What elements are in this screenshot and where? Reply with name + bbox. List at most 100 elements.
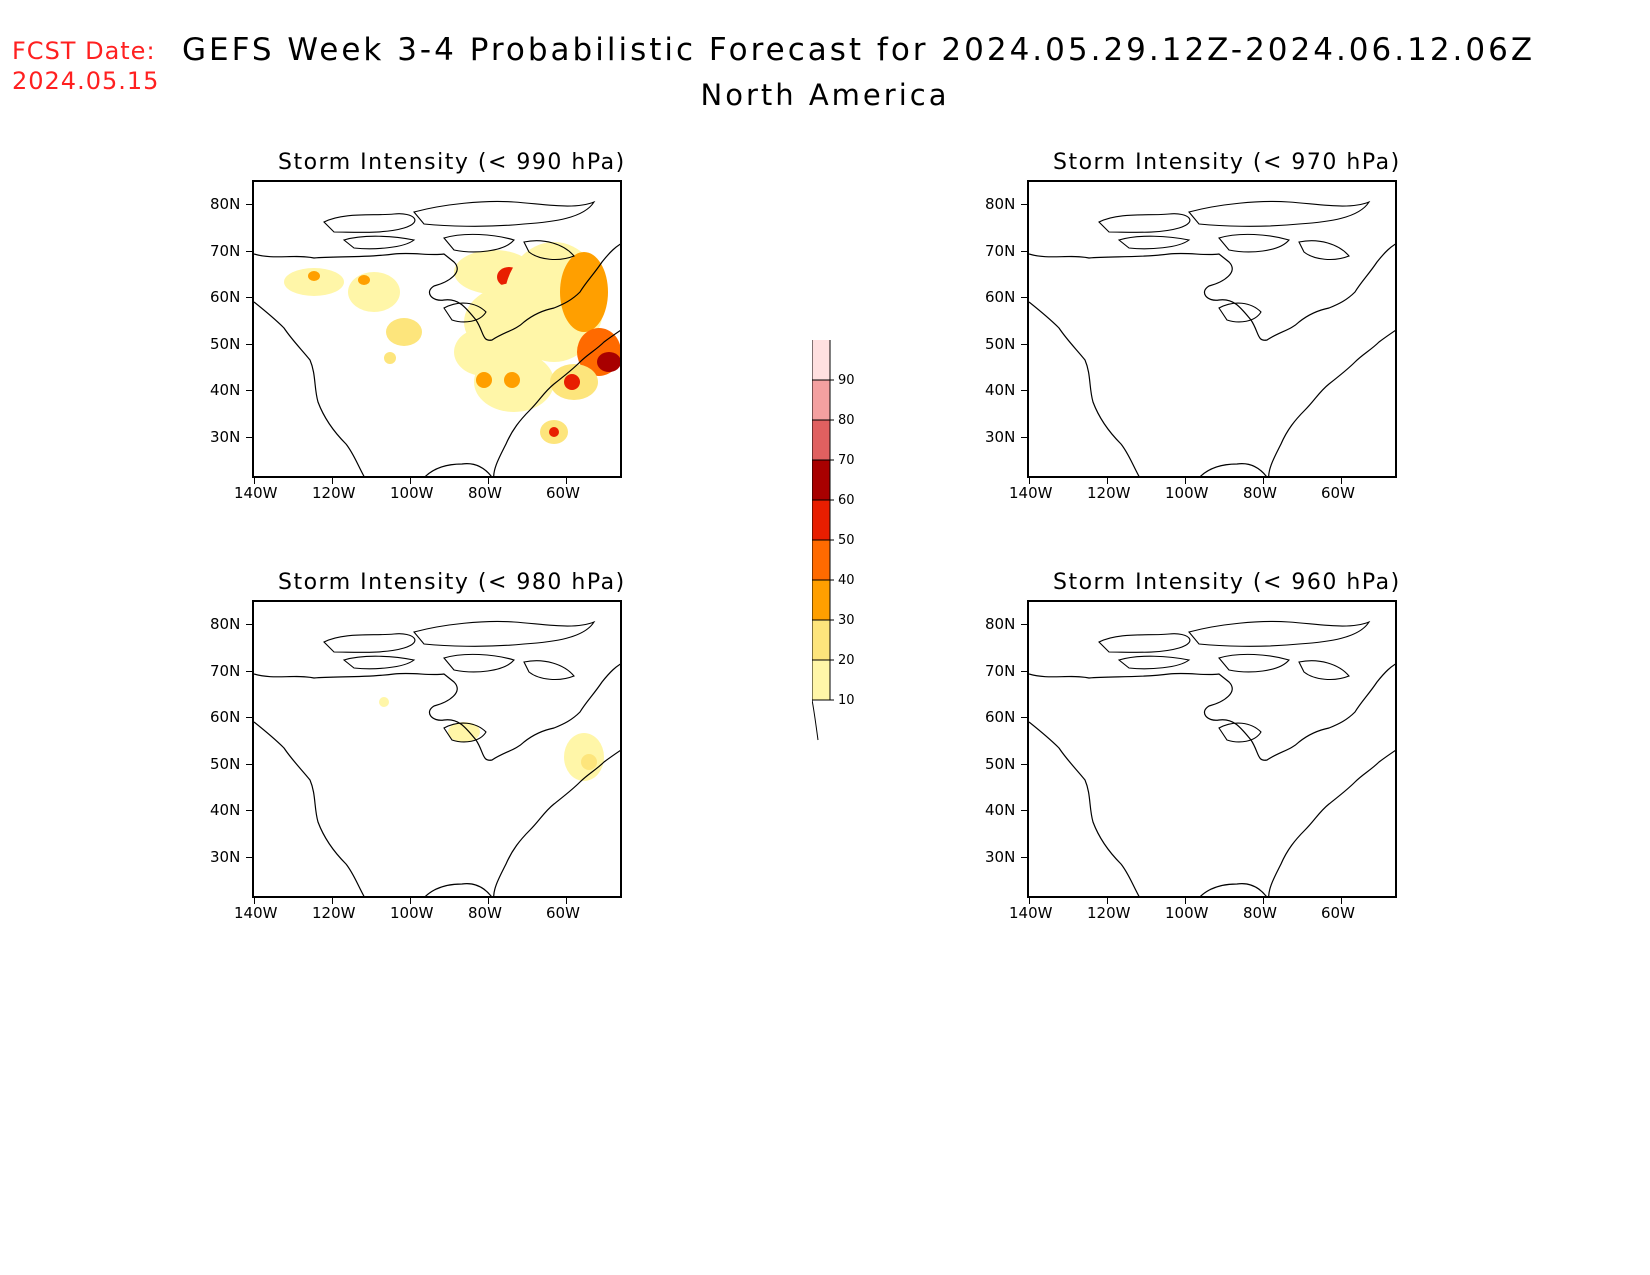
lat-tick-mark [1021, 297, 1027, 298]
colorbar-swatch [812, 500, 830, 540]
island-outline [413, 200, 596, 227]
colorbar-label: 90 [838, 373, 855, 388]
probability-shading [308, 271, 320, 281]
map-canvas [1029, 200, 1395, 476]
lon-tick-mark [1263, 478, 1264, 484]
island-outline [443, 722, 487, 743]
island-outline [523, 660, 575, 681]
island-outline [342, 235, 416, 250]
lat-tick-label: 60N [985, 708, 1016, 726]
lat-tick-label: 60N [210, 288, 241, 306]
colorbar-label: 40 [838, 573, 855, 588]
page-title: GEFS Week 3-4 Probabilistic Forecast for… [182, 32, 1536, 68]
map-frame [252, 180, 622, 478]
lat-tick-mark [1021, 624, 1027, 625]
lat-tick-mark [246, 390, 252, 391]
island-outline [1218, 722, 1262, 743]
lat-tick-mark [246, 250, 252, 252]
probability-shading [386, 318, 422, 346]
island-outline [443, 233, 515, 253]
lat-tick-mark [246, 297, 252, 298]
lat-tick-label: 50N [210, 334, 241, 353]
lat-tick-mark [246, 343, 252, 345]
lon-tick-mark [410, 898, 411, 904]
island-outline [342, 655, 416, 670]
lat-tick-label: 40N [210, 801, 241, 819]
lat-tick-label: 60N [985, 288, 1016, 306]
colorbar-label: 10 [838, 693, 855, 708]
colorbar-label: 80 [838, 413, 855, 428]
lon-tick-label: 120W [1087, 484, 1131, 502]
lon-tick-mark [1029, 898, 1030, 904]
island-outline [1117, 235, 1191, 250]
coastline [254, 663, 620, 896]
colorbar-label: 60 [838, 493, 855, 508]
lat-tick-label: 50N [985, 754, 1016, 773]
lat-tick-label: 70N [210, 241, 241, 260]
colorbar-swatch [812, 340, 830, 380]
probability-shading [448, 722, 480, 742]
island-outline [1298, 660, 1350, 681]
lat-tick-mark [1021, 856, 1027, 858]
island-outline [1218, 302, 1262, 323]
probability-shading [384, 352, 396, 364]
probability-shading [358, 275, 370, 285]
lon-tick-mark [1341, 898, 1342, 904]
island-outline [1188, 620, 1371, 647]
lon-tick-label: 120W [312, 904, 356, 922]
map-canvas [254, 200, 620, 476]
lat-tick-mark [1021, 763, 1027, 765]
lon-tick-label: 60W [1321, 484, 1355, 502]
panel-title: Storm Intensity (< 970 hPa) [1053, 150, 1401, 175]
probability-shading [379, 697, 389, 707]
lon-tick-label: 140W [234, 484, 278, 502]
forecast-date: FCST Date: 2024.05.15 [12, 36, 159, 96]
colorbar-label: 30 [838, 613, 855, 628]
lon-tick-mark [488, 478, 489, 484]
lon-tick-mark [254, 898, 255, 904]
lat-tick-label: 30N [985, 847, 1016, 866]
lon-tick-mark [1341, 478, 1342, 484]
map-canvas [254, 620, 620, 896]
probability-shading [560, 252, 608, 332]
island-outline [323, 213, 416, 233]
lat-tick-mark [1021, 390, 1027, 391]
colorbar-svg: 10 20 30 40 50 60 70 80 90 [811, 340, 855, 741]
lon-tick-label: 80W [1243, 904, 1277, 922]
island-outline [443, 653, 515, 673]
island-outline [523, 240, 575, 261]
panel-title: Storm Intensity (< 960 hPa) [1053, 570, 1401, 595]
lat-tick-mark [246, 763, 252, 765]
lon-tick-label: 100W [1165, 484, 1209, 502]
probability-shading [284, 268, 344, 296]
lon-tick-mark [410, 478, 411, 484]
lat-tick-label: 50N [985, 334, 1016, 353]
colorbar-swatch [812, 660, 830, 700]
lat-tick-label: 40N [985, 381, 1016, 399]
probability-shading [597, 352, 620, 372]
lon-tick-mark [1107, 478, 1108, 484]
lat-tick-mark [246, 204, 252, 205]
lon-tick-label: 80W [468, 484, 502, 502]
lon-tick-label: 60W [1321, 904, 1355, 922]
lat-tick-label: 80N [985, 615, 1016, 633]
colorbar: 10 20 30 40 50 60 70 80 90 [811, 330, 872, 754]
lat-tick-label: 30N [210, 427, 241, 446]
island-outline [413, 620, 596, 647]
lat-tick-mark [246, 717, 252, 718]
lon-tick-mark [1029, 478, 1030, 484]
lat-tick-mark [246, 624, 252, 625]
probability-shading [348, 272, 400, 312]
lon-tick-label: 80W [468, 904, 502, 922]
colorbar-outline [811, 340, 831, 741]
map-frame [1027, 600, 1397, 898]
island-outline [1117, 655, 1191, 670]
lat-tick-mark [246, 670, 252, 672]
lon-tick-label: 140W [234, 904, 278, 922]
lon-tick-mark [566, 478, 567, 484]
lon-tick-mark [332, 478, 333, 484]
lat-tick-label: 60N [210, 708, 241, 726]
panel-title: Storm Intensity (< 980 hPa) [278, 570, 626, 595]
island-outline [1188, 200, 1371, 227]
lon-tick-mark [1263, 898, 1264, 904]
